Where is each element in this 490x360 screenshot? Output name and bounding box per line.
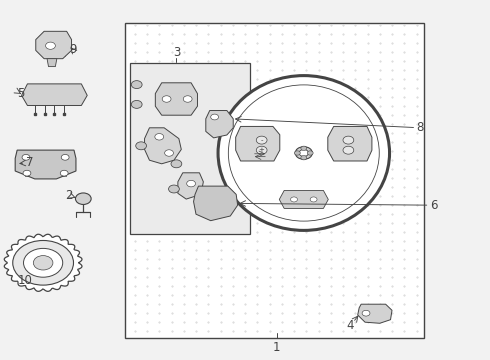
Text: 8: 8 xyxy=(416,121,424,134)
Text: 7: 7 xyxy=(25,156,33,169)
Polygon shape xyxy=(358,304,392,323)
FancyBboxPatch shape xyxy=(130,63,250,234)
Circle shape xyxy=(299,149,309,157)
Circle shape xyxy=(169,185,179,193)
Text: 5: 5 xyxy=(17,87,24,100)
Circle shape xyxy=(136,142,147,150)
Polygon shape xyxy=(47,59,57,67)
Circle shape xyxy=(343,136,354,144)
Text: 3: 3 xyxy=(172,46,180,59)
Circle shape xyxy=(131,81,142,89)
Circle shape xyxy=(162,96,171,102)
Circle shape xyxy=(24,248,63,277)
Circle shape xyxy=(33,256,53,270)
Circle shape xyxy=(301,156,307,160)
Circle shape xyxy=(310,197,317,202)
Polygon shape xyxy=(206,111,233,138)
Text: 10: 10 xyxy=(18,274,33,287)
Circle shape xyxy=(256,146,267,154)
Circle shape xyxy=(22,154,30,160)
Text: 1: 1 xyxy=(273,341,281,354)
Polygon shape xyxy=(155,83,197,115)
Circle shape xyxy=(343,146,354,154)
Circle shape xyxy=(165,150,173,156)
Ellipse shape xyxy=(218,76,390,230)
Circle shape xyxy=(256,136,267,144)
Circle shape xyxy=(301,146,307,150)
Polygon shape xyxy=(4,234,82,291)
Circle shape xyxy=(211,114,219,120)
Polygon shape xyxy=(22,84,87,105)
Polygon shape xyxy=(194,186,238,221)
Circle shape xyxy=(75,193,91,204)
Text: +: + xyxy=(259,147,265,153)
Circle shape xyxy=(61,154,69,160)
Text: 4: 4 xyxy=(346,319,354,332)
Circle shape xyxy=(46,42,55,49)
Text: 2: 2 xyxy=(65,189,73,202)
FancyBboxPatch shape xyxy=(125,23,424,338)
Polygon shape xyxy=(236,126,280,161)
Circle shape xyxy=(131,100,142,108)
Circle shape xyxy=(155,134,164,140)
Circle shape xyxy=(294,151,300,155)
Circle shape xyxy=(295,147,313,159)
Text: 9: 9 xyxy=(69,43,76,56)
Polygon shape xyxy=(178,173,203,199)
Polygon shape xyxy=(36,31,72,59)
Text: -: - xyxy=(260,137,263,143)
Circle shape xyxy=(183,96,192,102)
Circle shape xyxy=(23,170,31,176)
Circle shape xyxy=(362,310,370,316)
Polygon shape xyxy=(15,150,76,179)
Circle shape xyxy=(307,151,313,155)
Polygon shape xyxy=(279,190,328,208)
Circle shape xyxy=(13,240,74,285)
Polygon shape xyxy=(328,126,372,161)
Circle shape xyxy=(60,170,68,176)
Text: 6: 6 xyxy=(430,199,438,212)
Circle shape xyxy=(187,180,196,187)
Polygon shape xyxy=(145,128,181,164)
Circle shape xyxy=(291,197,297,202)
Circle shape xyxy=(171,160,182,168)
